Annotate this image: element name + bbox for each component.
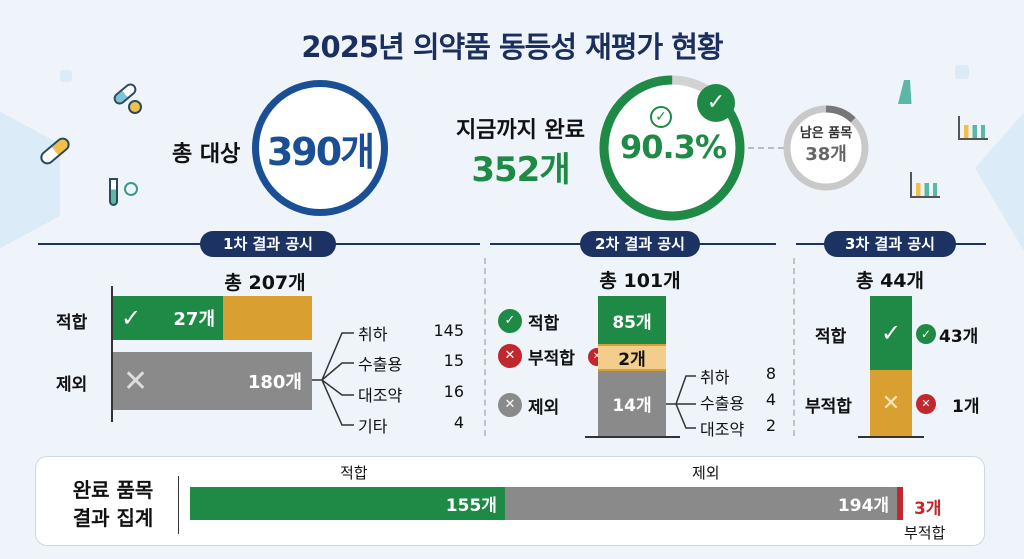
aggregate-stacked-bar: 155개 194개 [190,487,903,520]
check-badge-icon: ✓ [697,84,735,122]
section-separator [793,258,795,436]
done-value: 352개 [471,150,570,190]
breakdown-label: 대조약 [700,420,745,439]
round2-pass-label: 적합 [528,314,560,334]
total-value: 390개 [266,129,375,174]
round1-header: 1차 결과 공시 [200,231,336,257]
background-hexagon [955,65,969,79]
aggregate-pass-label: 적합 [340,464,368,482]
aggregate-fail-bar [897,487,903,520]
round1-excluded-label: 제외 [56,375,88,395]
aggregate-excluded-value: 194개 [837,496,890,516]
aggregate-title: 완료 품목 결과 집계 [58,476,168,532]
round3-total: 총 44개 [855,270,924,292]
x-icon: ✕ [123,363,149,399]
growth-chart-icon [910,172,940,198]
round3-fail-bar: ✕ [870,370,912,436]
remaining-ring [783,105,869,191]
round2-excluded-value: 14개 [612,396,652,416]
round2-header: 2차 결과 공시 [580,231,700,257]
x-circle-icon: ✕ [916,394,936,414]
round2-fail-bar: 2개 [598,344,666,371]
round3-pass-label: 적합 [815,327,847,347]
round3-baseline [858,436,924,438]
aggregate-excluded-label: 제외 [692,464,720,482]
breakdown-label: 수출용 [358,355,403,374]
breakdown-value: 145 [433,321,464,340]
breakdown-value: 2 [765,416,776,435]
round2-fail-label: 부적합 [528,349,575,369]
round1-axis [111,286,113,422]
breakdown-label: 취하 [358,325,388,344]
round1-excluded-value: 180개 [247,372,302,393]
connector-line [748,147,784,149]
round3-header: 3차 결과 공시 [824,231,956,257]
page-title: 2025년 의약품 동등성 재평가 현황 [301,30,723,64]
breakdown-value: 16 [443,382,464,401]
round2-excluded-bar: 14개 [598,371,666,436]
background-hexagon [60,70,72,82]
tablet-icon [128,100,142,114]
breakdown-value: 4 [765,390,776,409]
round1-total: 총 207개 [224,272,306,294]
total-label: 총 대상 [172,142,241,167]
remaining-value: 38개 [805,144,847,165]
done-percent: 90.3% [619,128,727,166]
round2-pass-bar: 85개 [598,296,666,344]
breakdown-value: 8 [765,364,776,383]
round1-pass-label: 적합 [56,313,88,333]
section-separator [484,258,486,436]
total-circle: 390개 [252,80,388,216]
round2-breakdown-bracket [666,375,696,429]
aggregate-pass-bar: 155개 [190,487,505,520]
flask-icon [898,80,912,104]
aggregate-title-line1: 완료 품목 [72,478,154,502]
breakdown-value: 4 [453,413,464,432]
check-circle-icon: ✓ [498,309,522,333]
bar-chart-icon [958,116,988,140]
remaining-label: 남은 품목 [799,126,853,141]
round2-fail-value: 2개 [618,350,646,370]
aggregate-fail-value: 3개 [914,499,942,519]
x-icon: ✕ [881,390,901,416]
round1-pass-value: 27개 [173,309,215,330]
breakdown-label: 기타 [358,417,388,436]
check-icon: ✓ [880,319,902,347]
done-label: 지금까지 완료 [455,118,586,143]
round3-fail-label: 부적합 [805,397,852,417]
aggregate-divider [178,476,179,534]
check-icon: ✓ [121,304,142,332]
aggregate-fail-label: 부적합 [904,524,946,542]
round3-pass-value: 43개 [939,327,979,347]
round2-baseline [585,436,680,438]
check-circle-icon: ✓ [916,324,936,344]
round1-excluded-bar: ✕ 180개 [113,352,312,410]
round1-pass-remainder-bar [223,296,312,340]
round1-pass-bar: ✓ 27개 [113,296,223,340]
round3-pass-bar: ✓ [870,296,912,370]
aggregate-pass-value: 155개 [445,496,497,516]
breakdown-value: 15 [443,351,464,370]
round2-excluded-label: 제외 [528,398,560,418]
breakdown-label: 취하 [700,368,730,387]
check-circle-icon: ✓ [650,106,672,128]
breakdown-label: 대조약 [358,386,403,405]
x-circle-icon: ✕ [498,344,522,368]
round1-breakdown-bracket [312,332,354,426]
round2-total: 총 101개 [599,270,681,292]
check-circle-icon [124,182,138,196]
aggregate-title-line2: 결과 집계 [72,506,154,530]
breakdown-label: 수출용 [700,394,745,413]
test-tube-icon [109,178,118,206]
x-circle-icon: ✕ [498,393,522,417]
round3-fail-value: 1개 [952,397,980,417]
aggregate-excluded-bar: 194개 [504,487,898,520]
round2-pass-value: 85개 [612,312,652,333]
